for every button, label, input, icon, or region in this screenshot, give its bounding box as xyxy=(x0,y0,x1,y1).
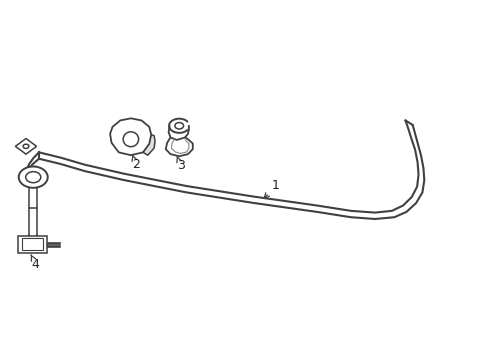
Ellipse shape xyxy=(123,132,138,147)
Text: 1: 1 xyxy=(264,179,279,198)
Circle shape xyxy=(23,144,29,148)
Text: 2: 2 xyxy=(132,155,140,171)
Text: 4: 4 xyxy=(31,255,40,271)
Text: 3: 3 xyxy=(176,157,184,172)
Polygon shape xyxy=(15,139,37,154)
Bar xyxy=(22,238,43,250)
Circle shape xyxy=(19,167,48,188)
Polygon shape xyxy=(110,118,151,155)
Circle shape xyxy=(175,123,183,129)
Circle shape xyxy=(26,172,41,183)
Bar xyxy=(18,236,47,253)
Polygon shape xyxy=(142,135,155,155)
